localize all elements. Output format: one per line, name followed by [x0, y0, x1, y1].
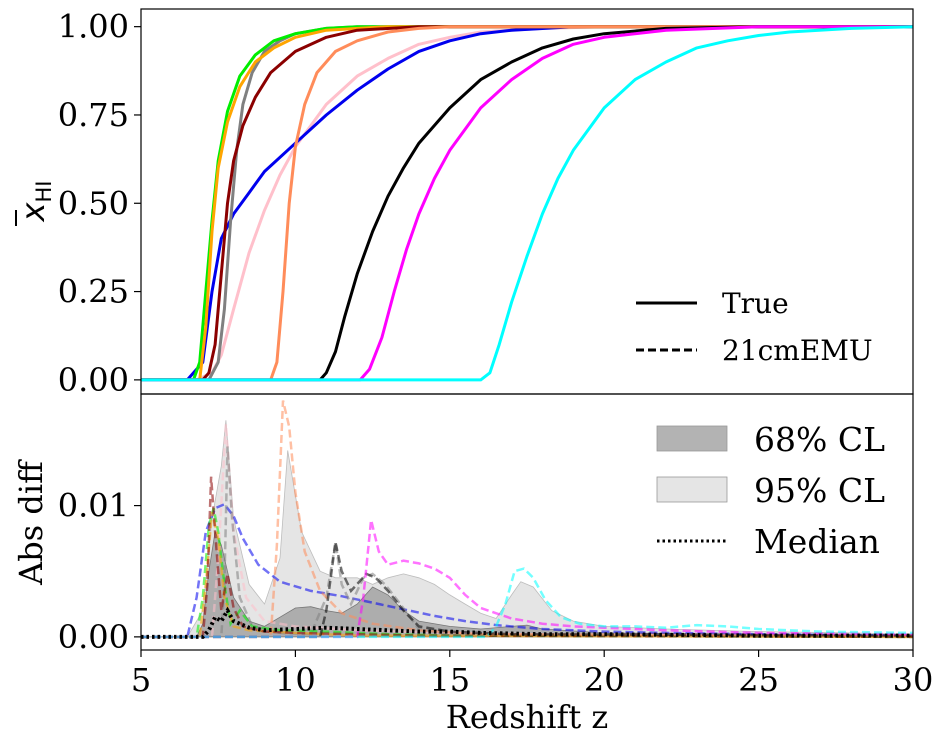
bottom-x-ticks: 5 10 15 20 25 30	[131, 650, 934, 699]
top-ytick-label-2: 0.50	[58, 184, 129, 222]
xhi-curve-5	[141, 25, 913, 382]
xhi-curve-7	[141, 25, 913, 382]
bottom-legend-label-1: 95% CL	[754, 471, 885, 510]
absdiff-curve-3	[141, 507, 913, 639]
bottom-xtick-label-2: 15	[429, 661, 470, 699]
absdiff-curve-7	[141, 542, 913, 639]
bottom-xtick-label-0: 5	[131, 661, 151, 699]
xhi-curve-1	[141, 25, 913, 382]
top-ytick-label-1: 0.25	[58, 273, 129, 311]
bottom-xlabel: Redshift z	[446, 698, 609, 736]
top-ylabel-main: x	[14, 201, 52, 222]
bottom-ytick-label-0: 0.00	[58, 618, 129, 656]
bottom-legend-label-0: 68% CL	[754, 420, 885, 459]
top-legend-label-1: 21cmEMU	[722, 334, 873, 367]
absdiff-curve-8	[141, 519, 913, 639]
top-legend: True 21cmEMU	[636, 287, 873, 367]
bottom-plot-area	[141, 400, 913, 639]
absdiff-curve-9	[141, 567, 913, 639]
bottom-xtick-label-3: 20	[584, 661, 625, 699]
xhi-curve-8	[141, 25, 913, 382]
bottom-xtick-label-5: 30	[893, 661, 934, 699]
absdiff-curve-5	[141, 476, 913, 639]
xhi-curve-9	[141, 25, 913, 382]
bottom-legend-swatch-0	[656, 425, 728, 452]
xhi-curve-4	[141, 25, 913, 382]
bottom-legend: 68% CL 95% CL Median	[656, 420, 885, 561]
bottom-panel: 0.00 0.01 5 10 15 20 25 30 Abs diff Redshift z…	[12, 393, 934, 736]
bottom-xtick-label-1: 10	[275, 661, 316, 699]
top-ylabel-sub: HI	[32, 181, 56, 203]
top-ylabel: xHI	[14, 181, 56, 223]
top-ytick-label-4: 1.00	[58, 8, 129, 46]
bottom-xtick-label-4: 25	[738, 661, 779, 699]
bottom-panel-frame	[140, 393, 914, 651]
xhi-curve-2	[141, 25, 913, 382]
top-ytick-label-3: 0.75	[58, 96, 129, 134]
top-y-ticks: 0.00 0.25 0.50 0.75 1.00	[58, 8, 141, 399]
xhi-curve-3	[141, 25, 913, 382]
absdiff-curve-4	[141, 511, 913, 639]
bottom-ytick-label-1: 0.01	[58, 487, 129, 525]
top-panel: 0.00 0.25 0.50 0.75 1.00 xHI True 21cmEMU	[14, 8, 914, 399]
xhi-curve-0	[141, 25, 913, 382]
bottom-legend-swatch-1	[656, 476, 728, 503]
absdiff-curve-1	[141, 502, 913, 639]
bottom-ylabel: Abs diff	[12, 459, 50, 586]
top-ytick-label-0: 0.00	[58, 361, 129, 399]
xhi-curve-6	[141, 25, 913, 382]
bottom-y-ticks: 0.00 0.01	[58, 487, 141, 656]
top-plot-area	[141, 25, 913, 382]
bottom-legend-label-2: Median	[754, 522, 880, 561]
top-legend-label-0: True	[722, 287, 789, 320]
absdiff-curve-6	[141, 400, 913, 639]
